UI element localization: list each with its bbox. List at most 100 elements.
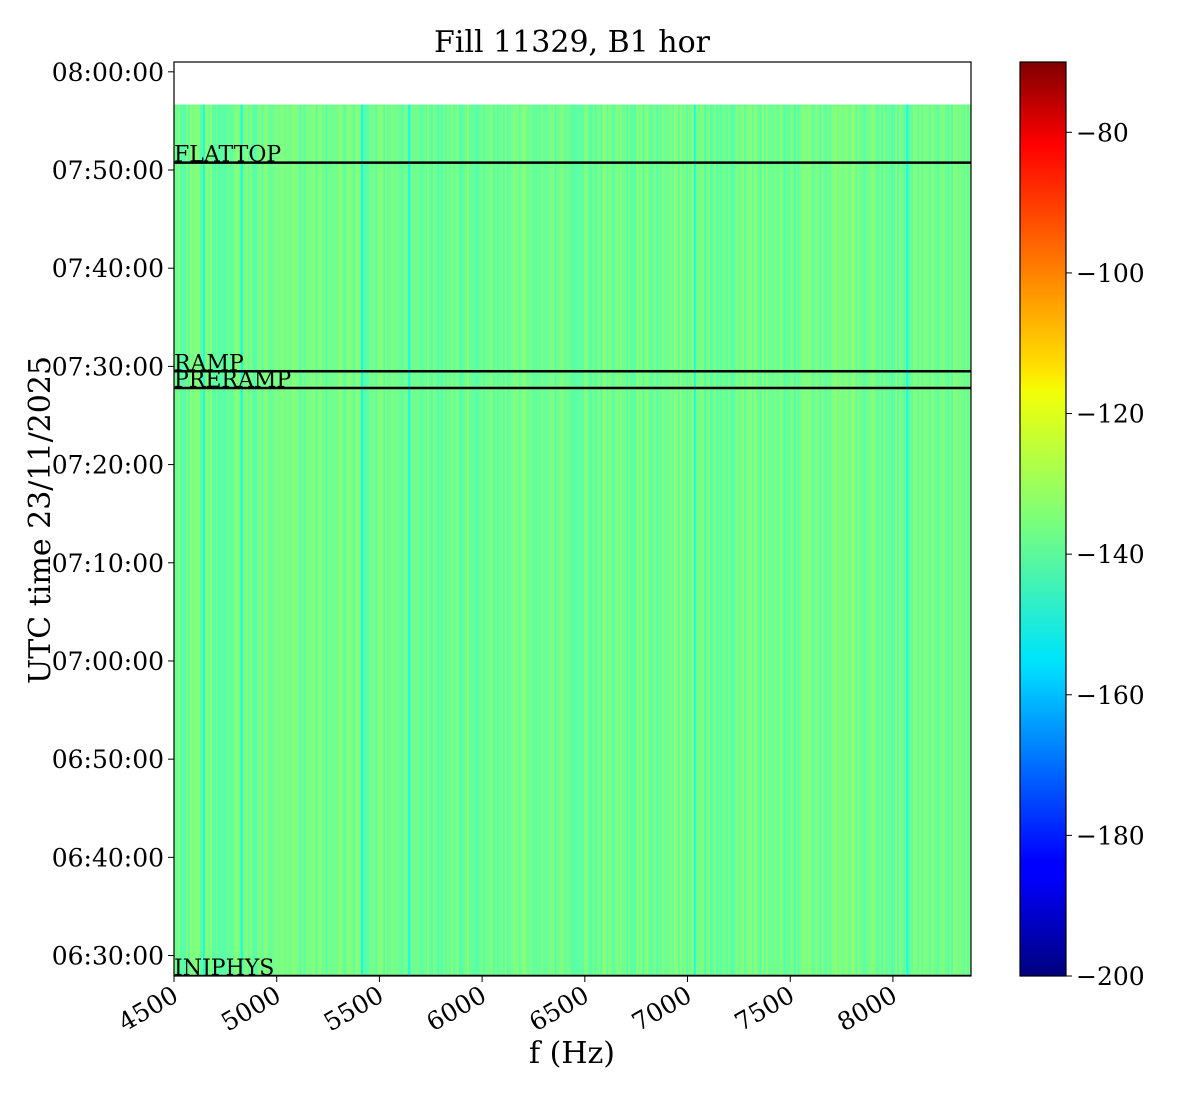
heatmap-column <box>662 104 665 976</box>
heatmap-column <box>851 104 855 976</box>
heatmap-column <box>452 104 456 976</box>
heatmap-column <box>843 104 847 976</box>
heatmap-column <box>628 104 631 976</box>
heatmap-column <box>765 104 769 976</box>
heatmap-column <box>692 104 695 976</box>
heatmap-column <box>680 104 683 976</box>
heatmap-column <box>492 104 496 976</box>
heatmap-column <box>421 104 424 976</box>
heatmap-column <box>411 104 414 976</box>
heatmap-column <box>450 104 454 976</box>
heatmap-column <box>506 104 510 976</box>
heatmap-column <box>403 104 406 976</box>
heatmap-column <box>355 104 358 976</box>
heatmap-column <box>512 104 516 976</box>
phase-label: INJPHYS <box>174 956 274 981</box>
heatmap-column <box>399 104 402 976</box>
heatmap-column <box>867 104 870 976</box>
heatmap-dark-line <box>240 104 243 976</box>
heatmap-column <box>586 104 590 976</box>
heatmap-column <box>510 104 514 976</box>
heatmap-column <box>570 104 574 976</box>
heatmap-column <box>357 104 360 976</box>
heatmap-column <box>433 104 436 976</box>
heatmap-column <box>478 104 482 976</box>
heatmap-column <box>377 104 380 976</box>
heatmap-column <box>721 104 725 976</box>
heatmap-column <box>644 104 647 976</box>
heatmap-column <box>462 104 466 976</box>
x-axis-title: f (Hz) <box>529 1036 615 1071</box>
heatmap-column <box>375 104 378 976</box>
heatmap-column <box>333 104 336 976</box>
heatmap-column <box>723 104 727 976</box>
heatmap-column <box>472 104 476 976</box>
heatmap-column <box>678 104 681 976</box>
heatmap-column <box>205 104 209 976</box>
heatmap-column <box>456 104 460 976</box>
heatmap-column <box>323 104 327 976</box>
heatmap-column <box>500 104 504 976</box>
heatmap-column <box>319 104 323 976</box>
heatmap-column <box>839 104 843 976</box>
heatmap-column <box>715 104 719 976</box>
heatmap-column <box>759 104 763 976</box>
heatmap-column <box>363 104 366 976</box>
heatmap-column <box>195 104 199 976</box>
heatmap-column <box>707 104 711 976</box>
heatmap-column <box>409 104 412 976</box>
heatmap-column <box>431 104 434 976</box>
heatmap-column <box>309 104 313 976</box>
heatmap-column <box>887 104 890 976</box>
heatmap-column <box>604 104 607 976</box>
heatmap-column <box>859 104 863 976</box>
heatmap-column <box>753 104 757 976</box>
heatmap-column <box>823 104 827 976</box>
heatmap-column <box>881 104 884 976</box>
heatmap-column <box>544 104 548 976</box>
x-tick-label: 6500 <box>524 980 594 1037</box>
heatmap-column <box>219 104 223 976</box>
heatmap-column <box>580 104 584 976</box>
heatmap-column <box>486 104 490 976</box>
heatmap-column <box>203 104 207 976</box>
heatmap-column <box>725 104 729 976</box>
heatmap-column <box>423 104 426 976</box>
heatmap-column <box>185 104 189 976</box>
heatmap-column <box>837 104 841 976</box>
heatmap-column <box>737 104 741 976</box>
heatmap-column <box>584 104 588 976</box>
y-tick-label: 07:40:00 <box>52 254 164 283</box>
heatmap-column <box>797 104 801 976</box>
heatmap-column <box>821 104 825 976</box>
heatmap-column <box>809 104 813 976</box>
heatmap-column <box>789 104 793 976</box>
heatmap-column <box>743 104 747 976</box>
heatmap-column <box>709 104 713 976</box>
heatmap-column <box>947 104 950 976</box>
heatmap-column <box>193 104 197 976</box>
heatmap-column <box>871 104 874 976</box>
heatmap-column <box>606 104 609 976</box>
heatmap-dark-line <box>202 104 205 976</box>
colorbar-tick-label: −200 <box>1076 962 1145 991</box>
heatmap-column <box>929 104 932 976</box>
heatmap-column <box>937 104 940 976</box>
heatmap-column <box>646 104 649 976</box>
heatmap-column <box>873 104 876 976</box>
heatmap-column <box>576 104 580 976</box>
heatmap-column <box>269 104 273 976</box>
heatmap-dark-line <box>360 104 363 976</box>
heatmap-column <box>817 104 821 976</box>
heatmap-column <box>482 104 486 976</box>
heatmap-column <box>668 104 671 976</box>
heatmap-column <box>951 104 954 976</box>
heatmap-column <box>313 104 317 976</box>
heatmap-column <box>897 104 900 976</box>
colorbar-tick-label: −140 <box>1076 540 1145 569</box>
heatmap-column <box>711 104 715 976</box>
heatmap-column <box>187 104 191 976</box>
heatmap-column <box>233 104 237 976</box>
heatmap-column <box>369 104 372 976</box>
